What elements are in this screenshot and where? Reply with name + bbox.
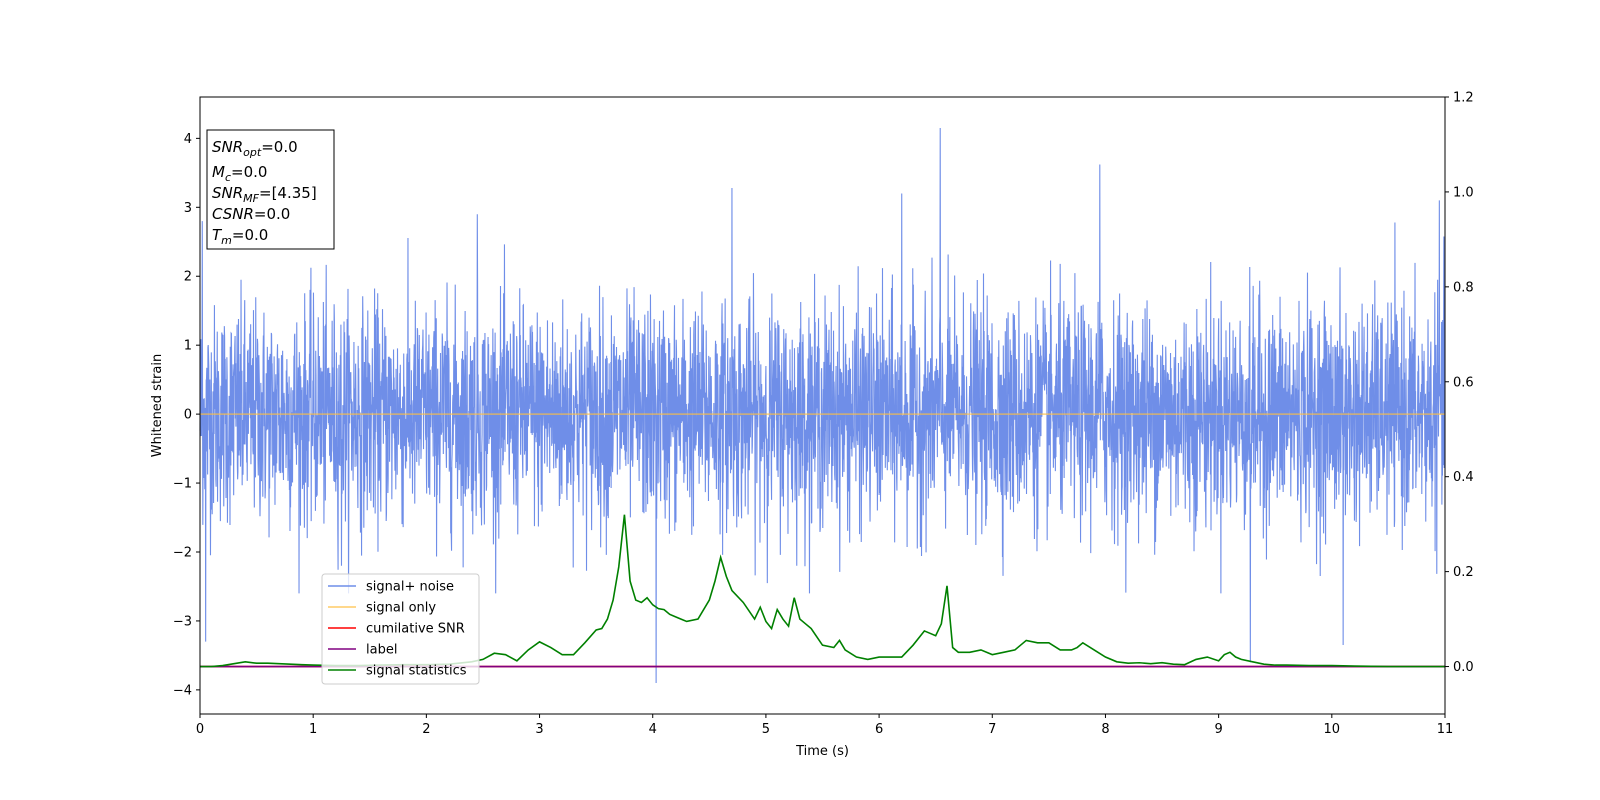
- x-tick-label: 7: [988, 722, 996, 737]
- series-signal-statistics-line: [200, 514, 1445, 668]
- y2-tick-label: 0.8: [1453, 280, 1474, 295]
- legend-label: label: [366, 643, 397, 658]
- y-tick-label: −1: [173, 477, 192, 492]
- x-axis: 0 1 2 3 4 5 6 7 8 9 10 11: [196, 714, 1453, 737]
- y-axis-left: −4 −3 −2 −1 0 1 2 3 4: [173, 132, 200, 698]
- y-axis-right: 0.0 0.2 0.4 0.6 0.8 1.0 1.2: [1445, 91, 1474, 675]
- info-line: SNRopt=0.0: [212, 138, 298, 159]
- x-tick-label: 11: [1437, 722, 1454, 737]
- legend-frame: [321, 573, 480, 685]
- y2-tick-label: 0.4: [1453, 470, 1474, 485]
- info-line: Mc=0.0: [212, 163, 267, 184]
- x-axis-label: Time (s): [795, 744, 849, 759]
- y2-tick-label: 0.6: [1453, 375, 1474, 390]
- legend-label: cumilative SNR: [366, 622, 465, 637]
- y-tick-label: −3: [173, 614, 192, 629]
- y-tick-label: 1: [184, 339, 192, 354]
- series-signal-noise-line: [199, 128, 1446, 683]
- x-tick-label: 0: [196, 722, 204, 737]
- y-tick-label: 4: [184, 132, 192, 147]
- info-line: CSNR=0.0: [212, 205, 290, 223]
- x-tick-label: 3: [535, 722, 543, 737]
- x-tick-label: 6: [875, 722, 883, 737]
- y-axis-label: Whitened strain: [150, 354, 165, 457]
- y-tick-label: −4: [173, 683, 192, 698]
- legend-label: signal statistics: [366, 664, 467, 679]
- x-tick-label: 2: [422, 722, 430, 737]
- legend-label: signal+ noise: [366, 580, 454, 595]
- x-tick-label: 4: [649, 722, 657, 737]
- info-line: SNRMF=[4.35]: [212, 184, 317, 205]
- noise-series-layer: [199, 128, 1446, 683]
- x-tick-label: 10: [1324, 722, 1341, 737]
- y-tick-label: 3: [184, 201, 192, 216]
- legend: signal+ noise signal only cumilative SNR la…: [321, 573, 480, 685]
- x-tick-label: 1: [309, 722, 317, 737]
- x-tick-label: 8: [1101, 722, 1109, 737]
- y2-tick-label: 1.0: [1453, 185, 1474, 200]
- y2-tick-label: 1.2: [1453, 91, 1474, 106]
- info-box-frame: [206, 129, 335, 250]
- y-tick-label: 2: [184, 270, 192, 285]
- x-tick-label: 9: [1214, 722, 1222, 737]
- y2-tick-label: 0.0: [1453, 660, 1474, 675]
- plot-area-frame: [199, 96, 1446, 715]
- y2-tick-label: 0.2: [1453, 565, 1474, 580]
- x-tick-label: 5: [762, 722, 770, 737]
- info-line: Tm=0.0: [212, 226, 268, 247]
- y-tick-label: 0: [184, 408, 192, 423]
- legend-label: signal only: [366, 601, 436, 616]
- y-tick-label: −2: [173, 545, 192, 560]
